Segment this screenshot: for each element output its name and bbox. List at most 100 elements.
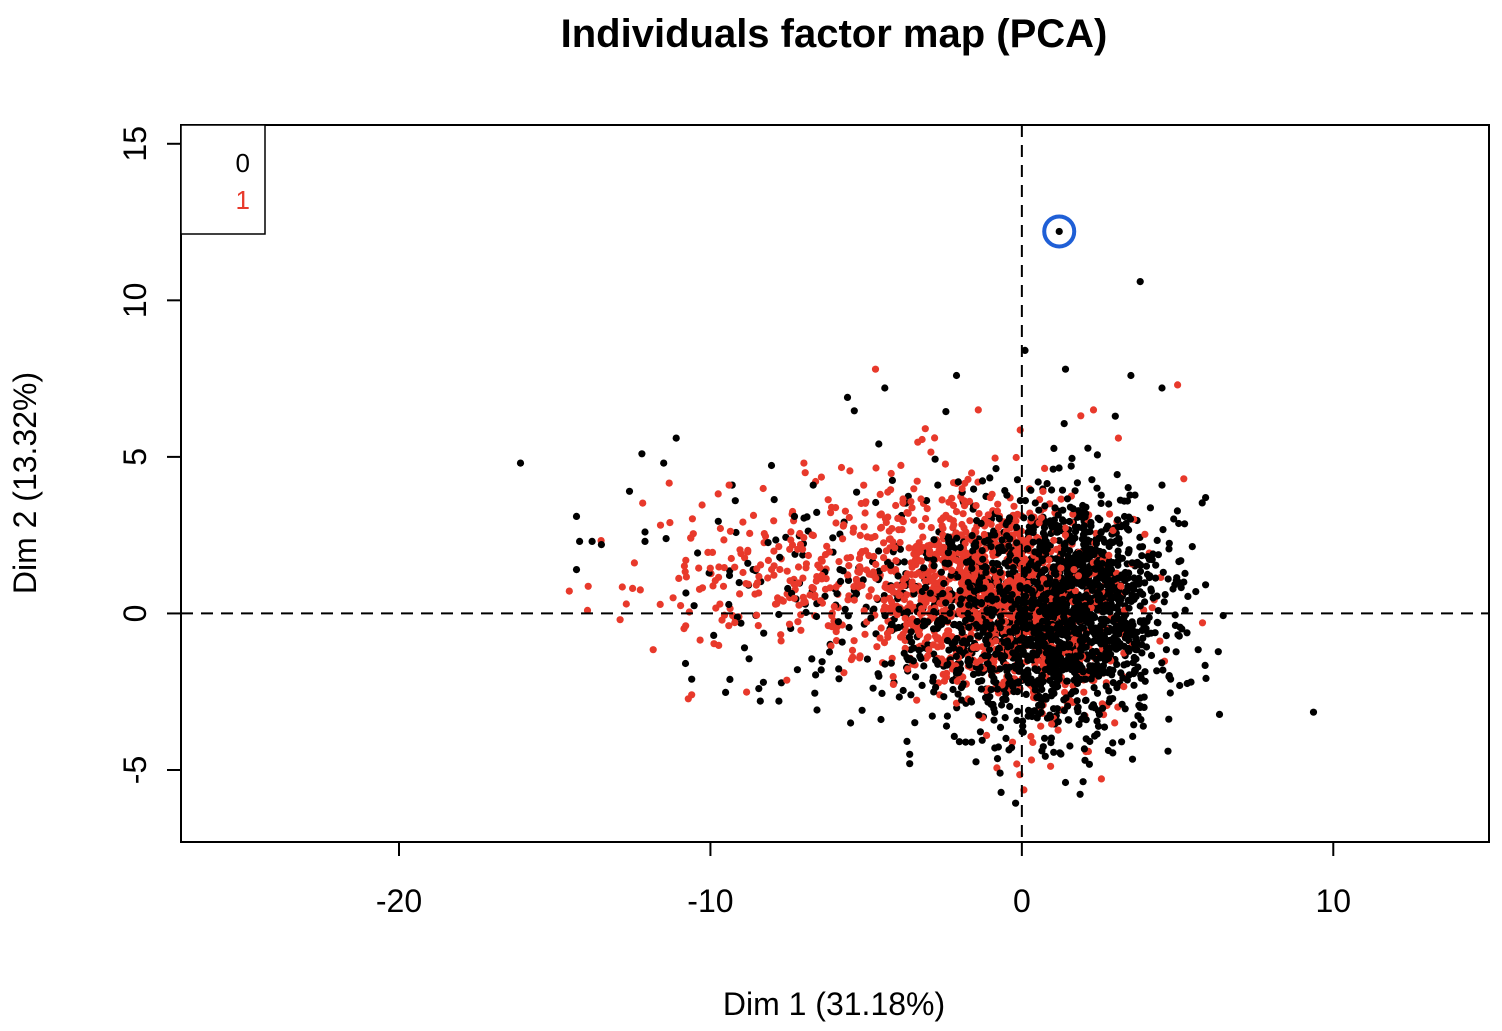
data-point-series-0	[641, 537, 649, 546]
data-point-series-0	[756, 697, 764, 705]
data-point-series-1	[925, 646, 933, 654]
data-point-series-1	[1061, 688, 1069, 696]
data-point-series-1	[881, 603, 889, 611]
data-point-series-0	[964, 655, 973, 664]
data-point-series-1	[776, 565, 784, 574]
data-point-series-0	[1025, 654, 1033, 662]
data-point-series-0	[990, 677, 998, 686]
data-point-series-1	[921, 425, 929, 433]
data-point-series-0	[1131, 666, 1139, 674]
data-point-series-0	[960, 637, 968, 645]
data-point-series-0	[1080, 745, 1088, 753]
data-point-series-0	[1085, 569, 1093, 577]
data-point-series-0	[1005, 514, 1014, 522]
data-point-series-1	[1117, 582, 1125, 590]
data-point-series-1	[800, 596, 808, 604]
data-point-series-0	[942, 408, 950, 416]
data-point-series-0	[1034, 478, 1042, 486]
data-point-series-0	[973, 517, 981, 525]
data-point-series-0	[934, 481, 942, 489]
data-point-series-0	[1154, 551, 1162, 559]
data-point-series-1	[880, 539, 888, 547]
data-point-series-0	[962, 738, 970, 746]
data-point-series-0	[952, 652, 961, 661]
data-point-series-0	[918, 681, 926, 690]
data-point-series-1	[889, 680, 898, 689]
data-point-series-1	[877, 624, 885, 632]
data-point-series-0	[1059, 549, 1067, 558]
data-point-series-1	[1089, 406, 1098, 414]
data-point-series-1	[666, 519, 674, 527]
data-point-series-0	[993, 685, 1002, 693]
data-point-series-0	[1117, 523, 1125, 531]
data-point-series-1	[1029, 738, 1037, 747]
data-point-series-1	[751, 590, 759, 598]
data-point-series-1	[882, 584, 890, 592]
data-point-series-1	[898, 526, 906, 534]
data-point-series-1	[656, 600, 664, 609]
data-point-series-1	[860, 523, 868, 531]
data-point-series-1	[891, 544, 899, 552]
data-point-series-1	[754, 622, 762, 630]
data-point-series-0	[1071, 487, 1079, 495]
data-point-series-1	[1037, 722, 1045, 730]
data-point-series-0	[887, 561, 895, 569]
data-point-series-0	[1054, 608, 1062, 616]
data-point-series-0	[1087, 619, 1095, 627]
data-point-series-0	[995, 644, 1003, 652]
data-point-series-0	[1081, 503, 1089, 511]
data-point-series-1	[1120, 683, 1128, 691]
y-tick-label: 5	[117, 448, 153, 466]
data-point-series-1	[889, 538, 897, 546]
data-point-series-0	[1090, 612, 1098, 621]
data-point-series-0	[1145, 574, 1153, 582]
data-point-series-1	[720, 564, 728, 572]
data-point-series-0	[994, 544, 1003, 552]
highlight-ring	[1042, 214, 1077, 249]
data-point-series-0	[978, 477, 987, 485]
data-point-series-0	[1038, 624, 1046, 632]
data-point-series-1	[1097, 775, 1105, 783]
data-point-series-0	[1080, 624, 1088, 632]
data-point-series-0	[1014, 595, 1023, 604]
data-point-series-0	[809, 481, 817, 489]
data-point-series-1	[785, 620, 794, 628]
data-point-series-0	[922, 583, 930, 592]
data-point-series-1	[1114, 434, 1122, 442]
data-point-series-1	[938, 522, 946, 530]
data-point-series-1	[877, 510, 886, 518]
data-point-series-0	[1068, 538, 1076, 546]
data-point-series-1	[850, 524, 858, 532]
x-tick-label: -10	[687, 883, 733, 919]
data-point-series-0	[1165, 715, 1173, 723]
data-point-series-0	[869, 684, 877, 692]
data-point-series-0	[1074, 595, 1082, 604]
highlight-layer	[1042, 214, 1077, 249]
data-point-series-0	[1118, 572, 1126, 581]
data-point-series-0	[896, 545, 905, 553]
data-point-series-1	[918, 522, 926, 530]
data-point-series-0	[1038, 685, 1046, 694]
data-point-series-0	[881, 660, 889, 668]
data-point-series-1	[916, 547, 925, 556]
data-point-series-0	[1103, 627, 1111, 635]
data-point-series-0	[977, 685, 986, 693]
data-point-series-0	[1043, 480, 1051, 488]
data-point-series-1	[1027, 732, 1035, 741]
data-point-series-0	[991, 708, 999, 717]
data-point-series-1	[744, 546, 752, 555]
data-point-series-0	[1130, 574, 1138, 582]
x-axis: -20 -10 0 10	[376, 842, 1351, 919]
data-point-series-0	[1058, 557, 1067, 566]
data-point-series-0	[835, 675, 843, 683]
data-point-series-0	[1086, 638, 1094, 646]
data-point-series-1	[1105, 551, 1113, 560]
data-point-series-0	[1125, 647, 1133, 655]
data-point-series-1	[983, 731, 991, 740]
data-point-series-1	[867, 534, 875, 542]
y-tick-label: 10	[117, 283, 153, 319]
data-point-series-0	[1077, 652, 1085, 660]
data-point-series-0	[853, 488, 861, 496]
data-point-series-0	[911, 719, 919, 727]
data-point-series-1	[777, 637, 785, 645]
